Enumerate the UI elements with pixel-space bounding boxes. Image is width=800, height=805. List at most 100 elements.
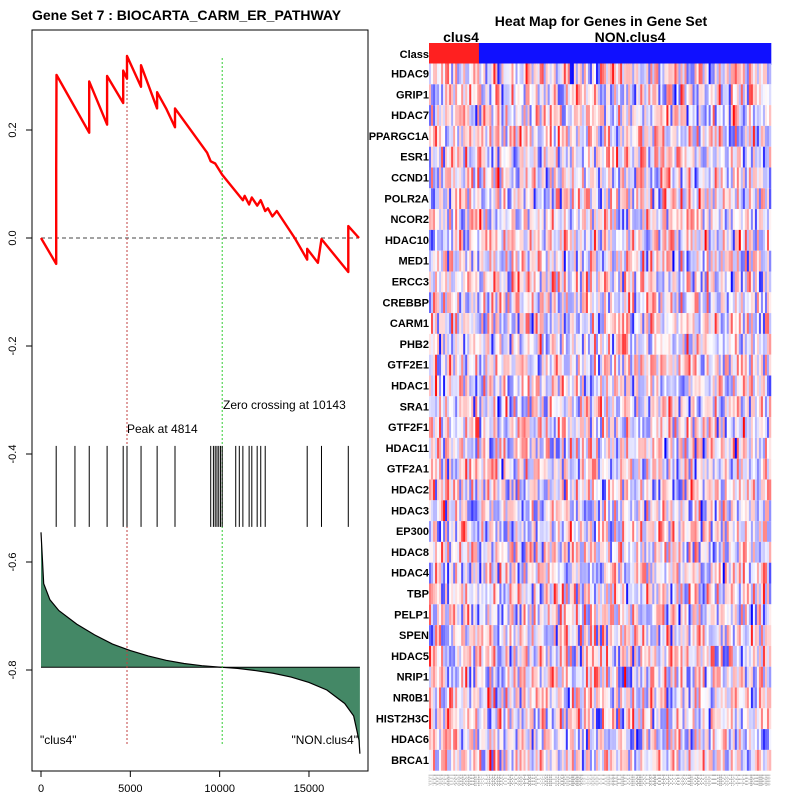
heatmap-cell [520, 355, 522, 376]
heatmap-cell [630, 376, 632, 397]
heatmap-cell [697, 126, 699, 147]
heatmap-cell [554, 584, 556, 605]
heatmap-cell [717, 563, 719, 584]
heatmap-cell [576, 147, 578, 168]
heatmap-cell [717, 64, 719, 85]
heatmap-cell [620, 105, 622, 126]
heatmap-cell [576, 251, 578, 272]
heatmap-cell [526, 417, 528, 438]
heatmap-cell [676, 209, 678, 230]
heatmap-cell [507, 542, 509, 563]
heatmap-cell [680, 188, 682, 209]
heatmap-cell [596, 188, 598, 209]
heatmap-cell [499, 168, 501, 189]
heatmap-cell [691, 147, 693, 168]
heatmap-cell [467, 563, 469, 584]
heatmap-cell [606, 604, 608, 625]
heatmap-cell [642, 126, 644, 147]
heatmap-cell [638, 355, 640, 376]
heatmap-cell [594, 480, 596, 501]
heatmap-cell [642, 521, 644, 542]
heatmap-cell [705, 64, 707, 85]
heatmap-cell [725, 500, 727, 521]
heatmap-cell [672, 355, 674, 376]
heatmap-cell [753, 272, 755, 293]
heatmap-cell [558, 209, 560, 230]
heatmap-cell [670, 521, 672, 542]
heatmap-cell [666, 334, 668, 355]
heatmap-cell [600, 604, 602, 625]
heatmap-cell [739, 480, 741, 501]
heatmap-cell [507, 230, 509, 251]
heatmap-cell [705, 251, 707, 272]
heatmap-cell [578, 480, 580, 501]
heatmap-cell [596, 168, 598, 189]
heatmap-cell [745, 84, 747, 105]
heatmap-cell [443, 459, 445, 480]
heatmap-cell [666, 251, 668, 272]
heatmap-cell [733, 126, 735, 147]
heatmap-cell [701, 292, 703, 313]
heatmap-cell [656, 480, 658, 501]
heatmap-cell [755, 334, 757, 355]
heatmap-cell [455, 625, 457, 646]
heatmap-cell [624, 272, 626, 293]
heatmap-cell [753, 105, 755, 126]
heatmap-cell [703, 209, 705, 230]
heatmap-cell [520, 105, 522, 126]
heatmap-cell [751, 480, 753, 501]
heatmap-cell [711, 396, 713, 417]
heatmap-cell [572, 188, 574, 209]
heatmap-cell [536, 126, 538, 147]
heatmap-cell [684, 646, 686, 667]
heatmap-cell [584, 500, 586, 521]
heatmap-cell [461, 563, 463, 584]
heatmap-cell [697, 376, 699, 397]
heatmap-cell [614, 64, 616, 85]
heatmap-cell [731, 334, 733, 355]
heatmap-cell [664, 292, 666, 313]
heatmap-cell [481, 251, 483, 272]
heatmap-cell [634, 292, 636, 313]
heatmap-cell [666, 168, 668, 189]
heatmap-cell [447, 584, 449, 605]
heatmap-cell [600, 168, 602, 189]
heatmap-cell [703, 292, 705, 313]
heatmap-cell [580, 230, 582, 251]
heatmap-cell [451, 355, 453, 376]
heatmap-cell [578, 625, 580, 646]
heatmap-cell [471, 147, 473, 168]
heatmap-cell [606, 625, 608, 646]
heatmap-cell [556, 355, 558, 376]
heatmap-cell [687, 500, 689, 521]
heatmap-cell [453, 188, 455, 209]
heatmap-cell [473, 105, 475, 126]
heatmap-cell [682, 438, 684, 459]
heatmap-cell [564, 147, 566, 168]
heatmap-cell [652, 251, 654, 272]
heatmap-cell [729, 417, 731, 438]
heatmap-cell [767, 438, 769, 459]
heatmap-cell [695, 188, 697, 209]
heatmap-cell [590, 625, 592, 646]
heatmap-cell [701, 334, 703, 355]
heatmap-cell [568, 584, 570, 605]
enrichment-score-line [41, 56, 359, 272]
heatmap-cell [558, 480, 560, 501]
heatmap-cell [538, 64, 540, 85]
heatmap-cell [755, 147, 757, 168]
heatmap-cell [568, 230, 570, 251]
heatmap-cell [546, 230, 548, 251]
heatmap-cell [534, 438, 536, 459]
heatmap-cell [493, 168, 495, 189]
heatmap-cell [586, 438, 588, 459]
heatmap-cell [684, 168, 686, 189]
heatmap-cell [674, 521, 676, 542]
heatmap-cell [691, 84, 693, 105]
heatmap-cell [526, 604, 528, 625]
heatmap-cell [769, 313, 771, 334]
heatmap-cell [693, 105, 695, 126]
heatmap-cell [735, 105, 737, 126]
heatmap-cell [516, 542, 518, 563]
heatmap-cell [763, 272, 765, 293]
